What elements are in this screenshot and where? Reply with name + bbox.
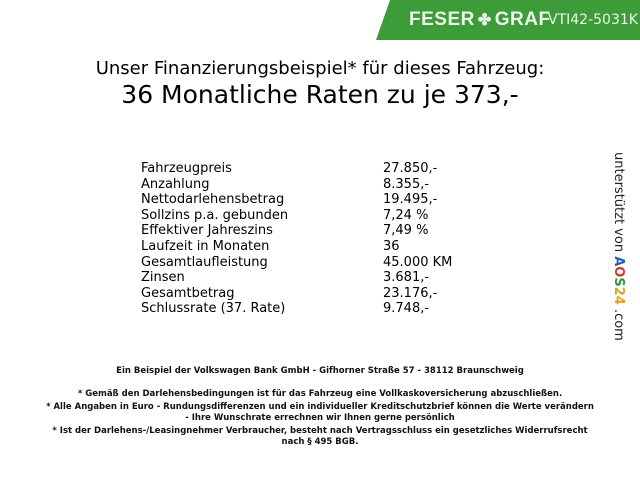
row-label: Sollzins p.a. gebunden [141,207,289,223]
footnotes: * Gemäß den Darlehensbedingungen ist für… [0,389,640,448]
table-row: Gesamtlaufleistung 45.000 KM [141,255,452,271]
row-label: Zinsen [141,270,185,286]
title-line1: Unser Finanzierungsbeispiel* für dieses … [95,58,545,79]
finance-table: Fahrzeugpreis 27.850,- Anzahlung 8.355,- N… [141,161,452,317]
row-value: 23.176,- [383,285,438,301]
sponsor-suffix: .com [611,308,626,341]
table-row: Effektiver Jahreszins 7,49 % [141,223,452,239]
row-label: Effektiver Jahreszins [141,223,273,239]
table-row: Zinsen 3.681,- [141,270,452,286]
row-value: 45.000 KM [383,254,453,270]
table-row: Fahrzeugpreis 27.850,- [141,161,452,177]
brand-right: GRAF [494,9,551,30]
sponsor-logo-s: S [611,277,626,287]
title-line2: 36 Monatliche Raten zu je 373,- [121,80,519,109]
sponsor-logo-a: A [611,256,626,267]
sponsor-logo-o: O [611,266,626,278]
row-label: Schlussrate (37. Rate) [141,301,286,317]
dealer-logo: FESER ✤ GRAF [409,9,551,31]
row-value: 36 [383,238,400,254]
footnote: - Ihre Wunschrate errechnen wir Ihnen ge… [185,413,455,423]
row-value: 7,49 % [383,223,429,239]
row-value: 3.681,- [383,270,430,286]
row-label: Nettodarlehensbetrag [141,192,285,208]
brand-banner [376,0,640,40]
row-label: Fahrzeugpreis [141,161,232,176]
bank-info: Ein Beispiel der Volkswagen Bank GmbH - … [116,366,524,376]
row-value: 27.850,- [383,161,438,176]
row-value: 9.748,- [383,301,430,317]
row-label: Gesamtbetrag [141,285,235,301]
footnote: nach § 495 BGB. [281,437,359,447]
row-value: 19.495,- [383,192,438,208]
row-label: Gesamtlaufleistung [141,254,268,270]
row-value: 8.355,- [383,176,430,192]
vehicle-code: VTI42-5031K [548,12,638,28]
row-label: Laufzeit in Monaten [141,238,270,254]
brand-left: FESER [409,9,475,30]
row-value: 7,24 % [383,207,429,223]
row-label: Anzahlung [141,176,210,192]
table-row: Gesamtbetrag 23.176,- [141,286,452,302]
sponsor-text: unterstützt von AOS24 .com [611,152,626,341]
sponsor-prefix: unterstützt von [611,152,626,253]
table-row: Schlussrate (37. Rate) 9.748,- [141,301,452,317]
table-row: Nettodarlehensbetrag 19.495,- [141,192,452,208]
table-row: Sollzins p.a. gebunden 7,24 % [141,208,452,224]
table-row: Anzahlung 8.355,- [141,177,452,193]
footnote: * Gemäß den Darlehensbedingungen ist für… [77,389,563,399]
footnote: * Ist der Darlehens-/Leasingnehmer Verbr… [52,426,588,436]
sponsor-logo-24: 24 [611,286,626,305]
footnote: * Alle Angaben in Euro - Rundungsdiffere… [46,402,594,412]
clover-icon: ✤ [477,12,492,29]
table-row: Laufzeit in Monaten 36 [141,239,452,255]
